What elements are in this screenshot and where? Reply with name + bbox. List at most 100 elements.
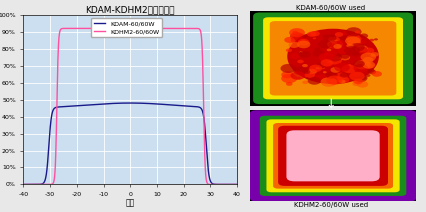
- Circle shape: [324, 50, 337, 57]
- Circle shape: [289, 53, 299, 59]
- Circle shape: [371, 71, 381, 77]
- Circle shape: [341, 65, 356, 73]
- Circle shape: [310, 31, 319, 36]
- Circle shape: [345, 34, 360, 43]
- Circle shape: [285, 82, 292, 86]
- Circle shape: [292, 32, 298, 35]
- Circle shape: [362, 57, 373, 63]
- Circle shape: [357, 75, 366, 80]
- FancyBboxPatch shape: [259, 116, 406, 196]
- Circle shape: [359, 40, 366, 44]
- FancyBboxPatch shape: [286, 130, 379, 181]
- FancyBboxPatch shape: [269, 21, 395, 95]
- FancyBboxPatch shape: [262, 17, 402, 99]
- Circle shape: [292, 31, 297, 34]
- FancyBboxPatch shape: [249, 110, 415, 201]
- Circle shape: [370, 52, 378, 57]
- Circle shape: [280, 64, 296, 73]
- Circle shape: [373, 38, 377, 40]
- Circle shape: [348, 72, 364, 81]
- Circle shape: [345, 27, 361, 36]
- Circle shape: [299, 51, 302, 53]
- Circle shape: [353, 74, 367, 82]
- Circle shape: [319, 66, 325, 69]
- Circle shape: [314, 47, 320, 51]
- Circle shape: [308, 65, 321, 72]
- Ellipse shape: [287, 29, 378, 84]
- Circle shape: [284, 37, 294, 43]
- Circle shape: [326, 40, 342, 49]
- Circle shape: [345, 44, 353, 48]
- Circle shape: [318, 53, 333, 61]
- Circle shape: [303, 72, 314, 78]
- Circle shape: [360, 53, 375, 61]
- Circle shape: [367, 69, 375, 74]
- Circle shape: [363, 48, 374, 54]
- Circle shape: [307, 69, 316, 74]
- Circle shape: [326, 49, 331, 51]
- Circle shape: [337, 33, 351, 41]
- Circle shape: [300, 34, 307, 38]
- Circle shape: [326, 53, 341, 61]
- Circle shape: [288, 42, 299, 48]
- Circle shape: [346, 64, 351, 66]
- Circle shape: [340, 30, 347, 34]
- Circle shape: [318, 53, 334, 62]
- Circle shape: [340, 54, 348, 59]
- Circle shape: [343, 74, 347, 76]
- Circle shape: [290, 71, 305, 80]
- Circle shape: [354, 31, 359, 33]
- Circle shape: [334, 63, 349, 72]
- FancyBboxPatch shape: [273, 123, 392, 189]
- Circle shape: [344, 36, 360, 45]
- Text: KDHM2-60/60W used: KDHM2-60/60W used: [293, 202, 367, 208]
- Circle shape: [343, 46, 359, 55]
- Circle shape: [302, 53, 305, 55]
- Circle shape: [359, 33, 367, 38]
- Circle shape: [328, 41, 343, 49]
- Circle shape: [296, 77, 300, 79]
- Circle shape: [297, 39, 309, 46]
- Circle shape: [339, 73, 348, 78]
- Circle shape: [354, 60, 370, 69]
- Circle shape: [349, 43, 364, 51]
- Circle shape: [312, 37, 315, 39]
- FancyBboxPatch shape: [253, 13, 412, 104]
- Circle shape: [330, 67, 340, 73]
- Circle shape: [326, 56, 341, 65]
- Circle shape: [289, 32, 303, 40]
- Circle shape: [330, 35, 334, 37]
- Circle shape: [351, 81, 360, 86]
- X-axis label: 位置: 位置: [125, 198, 135, 208]
- Circle shape: [305, 77, 309, 80]
- Circle shape: [315, 67, 320, 69]
- Circle shape: [288, 28, 304, 37]
- Circle shape: [367, 53, 372, 56]
- Text: ↓: ↓: [325, 98, 335, 112]
- Circle shape: [322, 71, 326, 73]
- Circle shape: [354, 45, 367, 53]
- Circle shape: [281, 71, 293, 78]
- Circle shape: [322, 62, 331, 67]
- Circle shape: [365, 74, 370, 77]
- Circle shape: [302, 81, 308, 84]
- Circle shape: [336, 40, 343, 44]
- Circle shape: [296, 40, 310, 48]
- Circle shape: [298, 34, 302, 36]
- Circle shape: [366, 68, 374, 73]
- Circle shape: [340, 31, 348, 35]
- Circle shape: [356, 81, 368, 88]
- Circle shape: [352, 60, 364, 67]
- Circle shape: [334, 32, 343, 37]
- Circle shape: [325, 75, 342, 85]
- FancyBboxPatch shape: [266, 119, 399, 192]
- Circle shape: [346, 39, 360, 48]
- Circle shape: [320, 77, 337, 87]
- Circle shape: [293, 66, 308, 75]
- Circle shape: [353, 73, 360, 77]
- Circle shape: [311, 50, 324, 57]
- Circle shape: [320, 59, 332, 66]
- FancyBboxPatch shape: [277, 126, 387, 186]
- Circle shape: [334, 73, 347, 80]
- Circle shape: [325, 51, 341, 60]
